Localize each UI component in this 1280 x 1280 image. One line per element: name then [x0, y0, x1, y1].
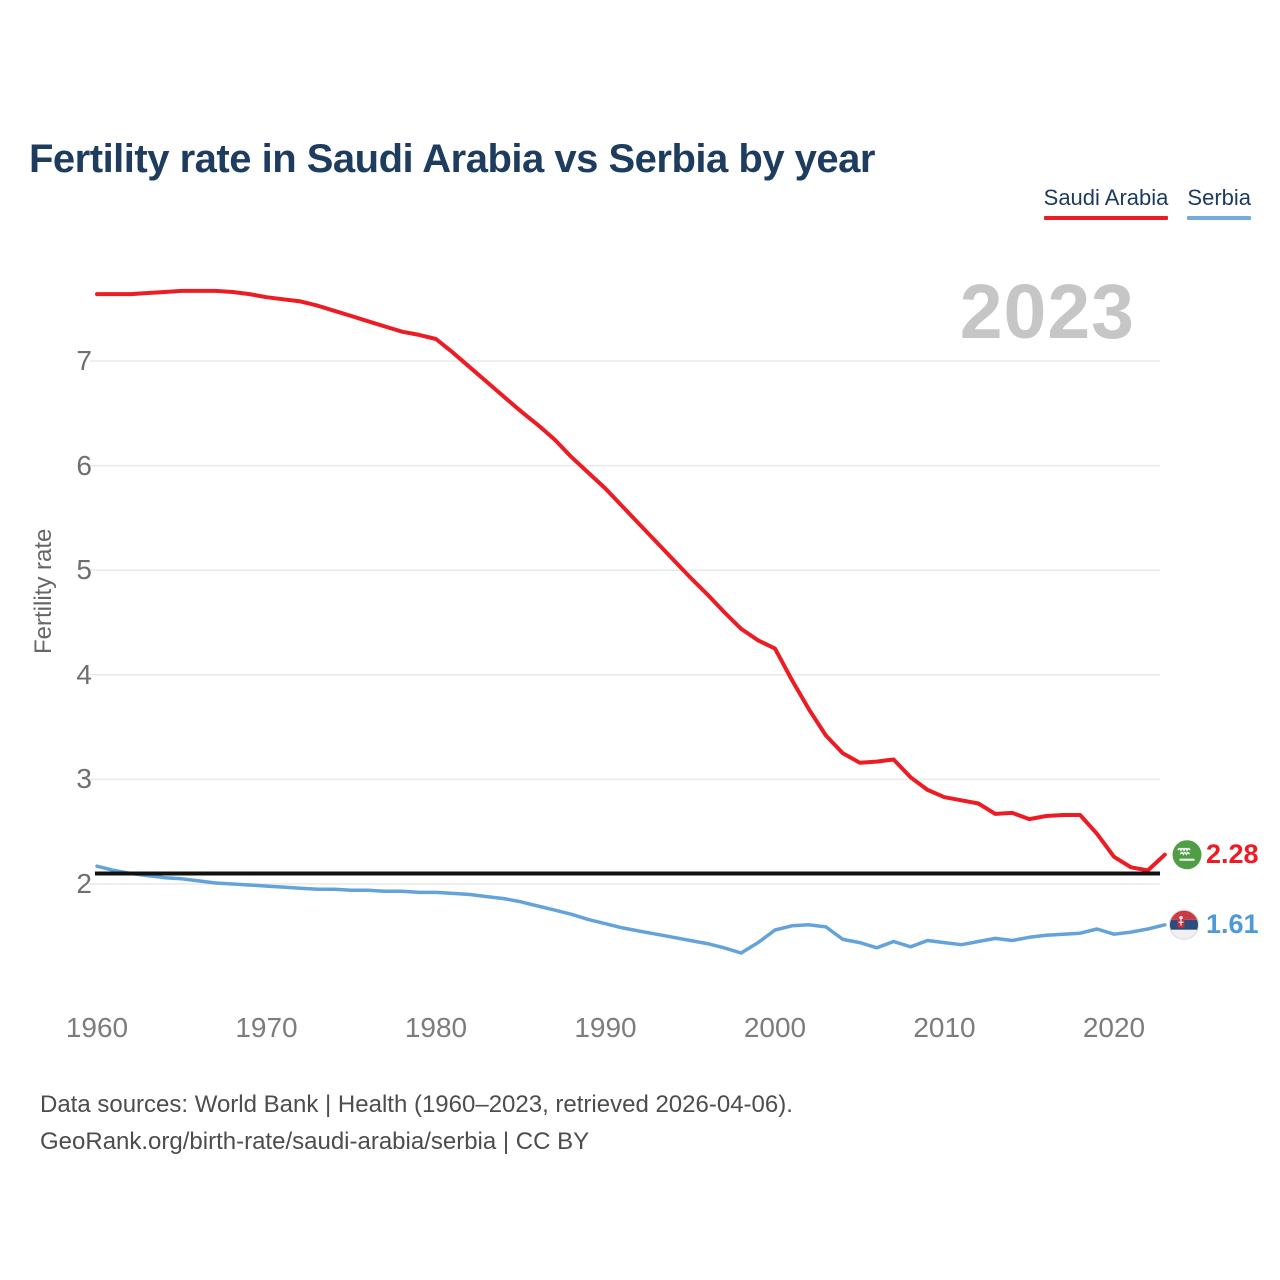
series-line-saudi-arabia[interactable] [95, 288, 1167, 873]
x-tick-label-1960: 1960 [65, 1012, 129, 1043]
y-axis-title: Fertility rate [30, 528, 57, 654]
legend-label-serbia: Serbia [1187, 185, 1251, 210]
legend-label-saudi-arabia: Saudi Arabia [1043, 185, 1169, 210]
legend-item-serbia[interactable]: Serbia [1187, 185, 1251, 220]
series-line-serbia[interactable] [95, 864, 1167, 955]
serbia-crest-icon [1177, 916, 1185, 928]
x-tick-label-1980: 1980 [404, 1012, 468, 1043]
footer: Data sources: World Bank | Health (1960–… [40, 1086, 793, 1160]
legend-color-bar-saudi-arabia [1043, 216, 1169, 220]
y-tick-label-6: 6 [76, 449, 92, 481]
serbia-flag-icon [1169, 909, 1199, 940]
legend: Saudi Arabia Serbia [1043, 185, 1251, 220]
page-title: Fertility rate in Saudi Arabia vs Serbia… [29, 136, 875, 181]
legend-item-saudi-arabia[interactable]: Saudi Arabia [1043, 185, 1169, 220]
end-value-saudi-arabia: 2.28 [1206, 838, 1259, 869]
footer-data-sources: Data sources: World Bank | Health (1960–… [40, 1091, 793, 1118]
x-tick-label-2010: 2010 [913, 1012, 976, 1043]
saudi-arabia-flag-icon [1172, 840, 1202, 870]
x-tick-label-1970: 1970 [235, 1012, 298, 1043]
x-tick-label-2000: 2000 [743, 1012, 807, 1043]
x-tick-label-2020: 2020 [1082, 1012, 1146, 1043]
x-tick-label-1990: 1990 [574, 1012, 637, 1043]
end-value-serbia: 1.61 [1206, 908, 1259, 939]
y-tick-label-7: 7 [76, 345, 92, 376]
footer-source-url: GeoRank.org/birth-rate/saudi-arabia/serb… [40, 1128, 590, 1155]
y-tick-label-5: 5 [76, 554, 92, 586]
legend-color-bar-serbia [1187, 216, 1251, 220]
y-tick-label-4: 4 [76, 658, 92, 690]
y-tick-label-3: 3 [76, 763, 92, 795]
y-tick-label-2: 2 [76, 868, 92, 899]
year-watermark: 2023 [959, 269, 1135, 355]
